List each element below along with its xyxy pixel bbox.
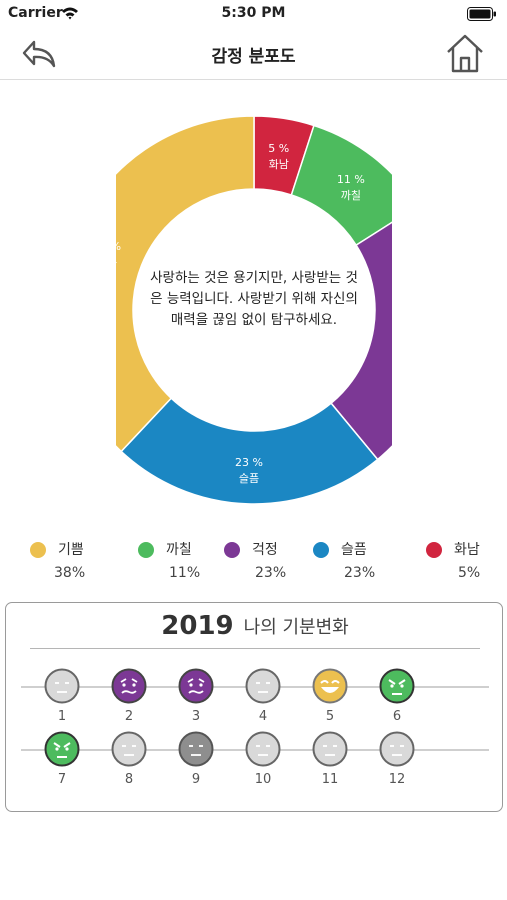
panel-title: 나의 기분변화 <box>243 617 349 638</box>
month-number: 8 <box>124 772 134 787</box>
month-number: 5 <box>325 709 335 724</box>
legend-percent: 38% <box>54 565 86 581</box>
legend-label: 걱정 <box>252 542 278 558</box>
quote-text: 사랑하는 것은 용기지만, 사랑받는 것은 능력입니다. 사랑받기 위해 자신의… <box>150 270 358 328</box>
month-number: 12 <box>388 772 406 787</box>
month-number: 7 <box>57 772 67 787</box>
legend-dot-icon <box>426 542 442 558</box>
donut-segment-슬픔 <box>120 397 379 505</box>
status-time: 5:30 PM <box>221 5 286 21</box>
month-number: 3 <box>191 709 201 724</box>
legend-percent: 23% <box>255 565 287 581</box>
month-number: 4 <box>258 709 268 724</box>
neutral-face-icon[interactable] <box>379 731 415 767</box>
legend-item: 걱정 23% <box>224 538 304 584</box>
legend-item: 화남 5% <box>426 538 506 584</box>
carrier-label: Carrier <box>8 5 63 21</box>
legend-dot-icon <box>30 542 46 558</box>
donut-segment-걱정 <box>330 221 392 461</box>
segment-value-label: 38 % <box>116 240 121 253</box>
segment-name-label: 까칠 <box>341 189 361 202</box>
month-mood-item: 1 <box>37 668 87 730</box>
panel-divider <box>30 648 480 649</box>
segment-name-label: 슬픔 <box>239 472 259 485</box>
legend-dot-icon <box>313 542 329 558</box>
segment-value-label: 5 % <box>268 142 289 155</box>
month-number: 11 <box>321 772 339 787</box>
neutral-face-icon[interactable] <box>111 731 147 767</box>
worried-face-icon[interactable] <box>111 668 147 704</box>
status-bar: Carrier 5:30 PM <box>0 0 507 28</box>
segment-name-label: 기쁨 <box>116 256 117 269</box>
month-mood-item: 2 <box>104 668 154 730</box>
month-number: 9 <box>191 772 201 787</box>
month-number: 2 <box>124 709 134 724</box>
panel-header: 2019 나의 기분변화 <box>6 611 504 641</box>
segment-value-label: 23 % <box>235 456 263 469</box>
battery-icon <box>467 7 496 21</box>
month-number: 1 <box>57 709 67 724</box>
joy-face-icon[interactable] <box>312 668 348 704</box>
panel-year: 2019 <box>161 611 234 641</box>
neutral-dark-face-icon[interactable] <box>178 731 214 767</box>
neutral-face-icon[interactable] <box>312 731 348 767</box>
legend-label: 슬픔 <box>341 542 367 558</box>
legend-percent: 23% <box>344 565 376 581</box>
donut-segment-까칠 <box>290 124 392 247</box>
neutral-face-icon[interactable] <box>245 731 281 767</box>
donut-segment-기쁨 <box>116 116 255 453</box>
legend-label: 까칠 <box>166 542 192 558</box>
month-mood-item: 11 <box>305 731 355 793</box>
grumpy-face-icon[interactable] <box>44 731 80 767</box>
month-mood-item: 3 <box>171 668 221 730</box>
month-number: 10 <box>254 772 272 787</box>
legend-label: 기쁨 <box>58 542 84 558</box>
back-arrow-icon <box>22 40 56 68</box>
segment-name-label: 화남 <box>269 158 289 171</box>
grumpy-face-icon[interactable] <box>379 668 415 704</box>
nav-bar: 감정 분포도 <box>0 28 507 80</box>
mood-panel: 2019 나의 기분변화 1 2 3 4 5 6 7 8 9 10 11 12 <box>5 602 503 812</box>
worried-face-icon[interactable] <box>178 668 214 704</box>
legend-dot-icon <box>138 542 154 558</box>
month-mood-item: 7 <box>37 731 87 793</box>
month-mood-item: 4 <box>238 668 288 730</box>
month-mood-item: 5 <box>305 668 355 730</box>
page-title: 감정 분포도 <box>211 47 296 67</box>
legend: 기쁨 38% 까칠 11% 걱정 23% 슬픔 23% 화남 5% <box>0 538 507 588</box>
month-mood-item: 9 <box>171 731 221 793</box>
legend-item: 까칠 11% <box>138 538 218 584</box>
month-mood-item: 12 <box>372 731 422 793</box>
month-number: 6 <box>392 709 402 724</box>
legend-percent: 11% <box>169 565 201 581</box>
legend-item: 슬픔 23% <box>313 538 393 584</box>
legend-label: 화남 <box>454 542 480 558</box>
home-icon <box>447 34 483 73</box>
legend-dot-icon <box>224 542 240 558</box>
legend-percent: 5% <box>458 565 481 581</box>
wifi-icon <box>62 7 78 20</box>
neutral-face-icon[interactable] <box>44 668 80 704</box>
month-mood-item: 10 <box>238 731 288 793</box>
neutral-face-icon[interactable] <box>245 668 281 704</box>
home-button[interactable] <box>445 32 485 74</box>
month-mood-item: 6 <box>372 668 422 730</box>
back-button[interactable] <box>20 36 60 72</box>
legend-item: 기쁨 38% <box>30 538 110 584</box>
segment-value-label: 11 % <box>337 173 365 186</box>
month-mood-item: 8 <box>104 731 154 793</box>
